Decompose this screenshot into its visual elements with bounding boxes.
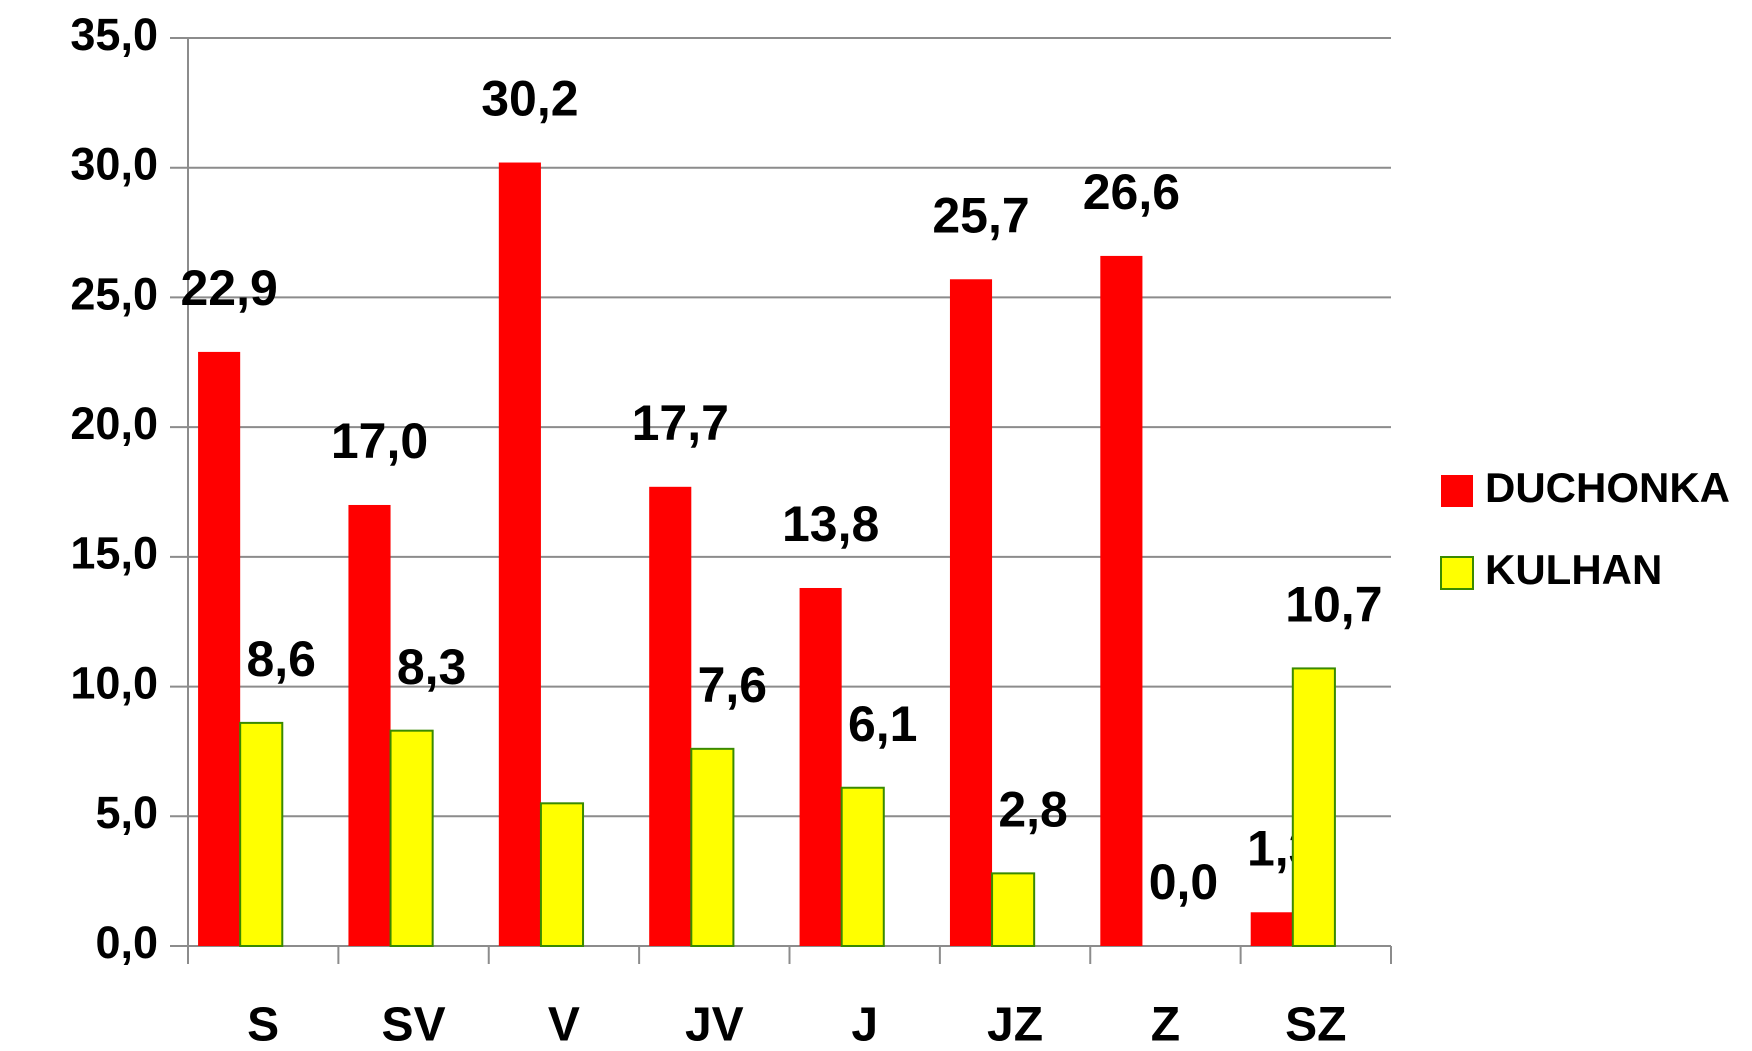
bar (389, 729, 434, 947)
y-tick-label: 0,0 (95, 917, 158, 968)
x-tick-label: S (247, 999, 279, 1051)
bar (498, 162, 541, 947)
bar (1291, 667, 1336, 947)
x-tick-label: JZ (987, 999, 1043, 1051)
data-label: 25,7 (932, 187, 1029, 243)
bar (348, 504, 391, 946)
y-tick-label: 10,0 (70, 657, 158, 708)
data-label: 26,6 (1083, 164, 1180, 220)
bar (690, 747, 735, 947)
data-label: 30,2 (481, 71, 578, 127)
bar (799, 587, 842, 946)
bar (239, 721, 284, 947)
y-tick-label: 30,0 (70, 139, 158, 190)
y-tick-label: 5,0 (95, 787, 158, 838)
bar (1250, 912, 1293, 946)
bar (198, 351, 241, 946)
bar (649, 486, 692, 946)
x-tick-label: V (548, 999, 580, 1051)
data-label: 6,1 (848, 696, 918, 752)
legend-label: KULHAN (1485, 546, 1662, 593)
y-tick-label: 25,0 (70, 268, 158, 319)
data-label: 17,0 (331, 413, 428, 469)
y-tick-label: 15,0 (70, 528, 158, 579)
legend-label: DUCHONKA (1485, 464, 1730, 511)
bar (949, 279, 993, 947)
data-label: 17,7 (632, 395, 729, 451)
x-tick-label: J (851, 999, 878, 1051)
bar (539, 802, 585, 947)
data-label: 7,6 (698, 657, 768, 713)
x-tick-label: Z (1151, 999, 1180, 1051)
x-tick-label: SV (382, 999, 446, 1051)
x-tick-label: JV (685, 999, 744, 1051)
data-label: 8,6 (246, 631, 316, 687)
data-label: 0,0 (1149, 854, 1219, 910)
y-tick-label: 20,0 (70, 398, 158, 449)
data-label: 13,8 (782, 496, 879, 552)
data-label: 22,9 (180, 260, 277, 316)
data-label: 8,3 (397, 639, 467, 695)
x-tick-label: SZ (1285, 999, 1346, 1051)
bar (840, 786, 885, 948)
data-label: 2,8 (998, 782, 1068, 838)
data-label: 10,7 (1285, 577, 1382, 633)
legend-swatch (1440, 556, 1474, 590)
y-tick-label: 35,0 (70, 9, 158, 60)
legend-swatch (1441, 475, 1473, 507)
bar (1100, 255, 1143, 947)
bar (991, 872, 1036, 947)
